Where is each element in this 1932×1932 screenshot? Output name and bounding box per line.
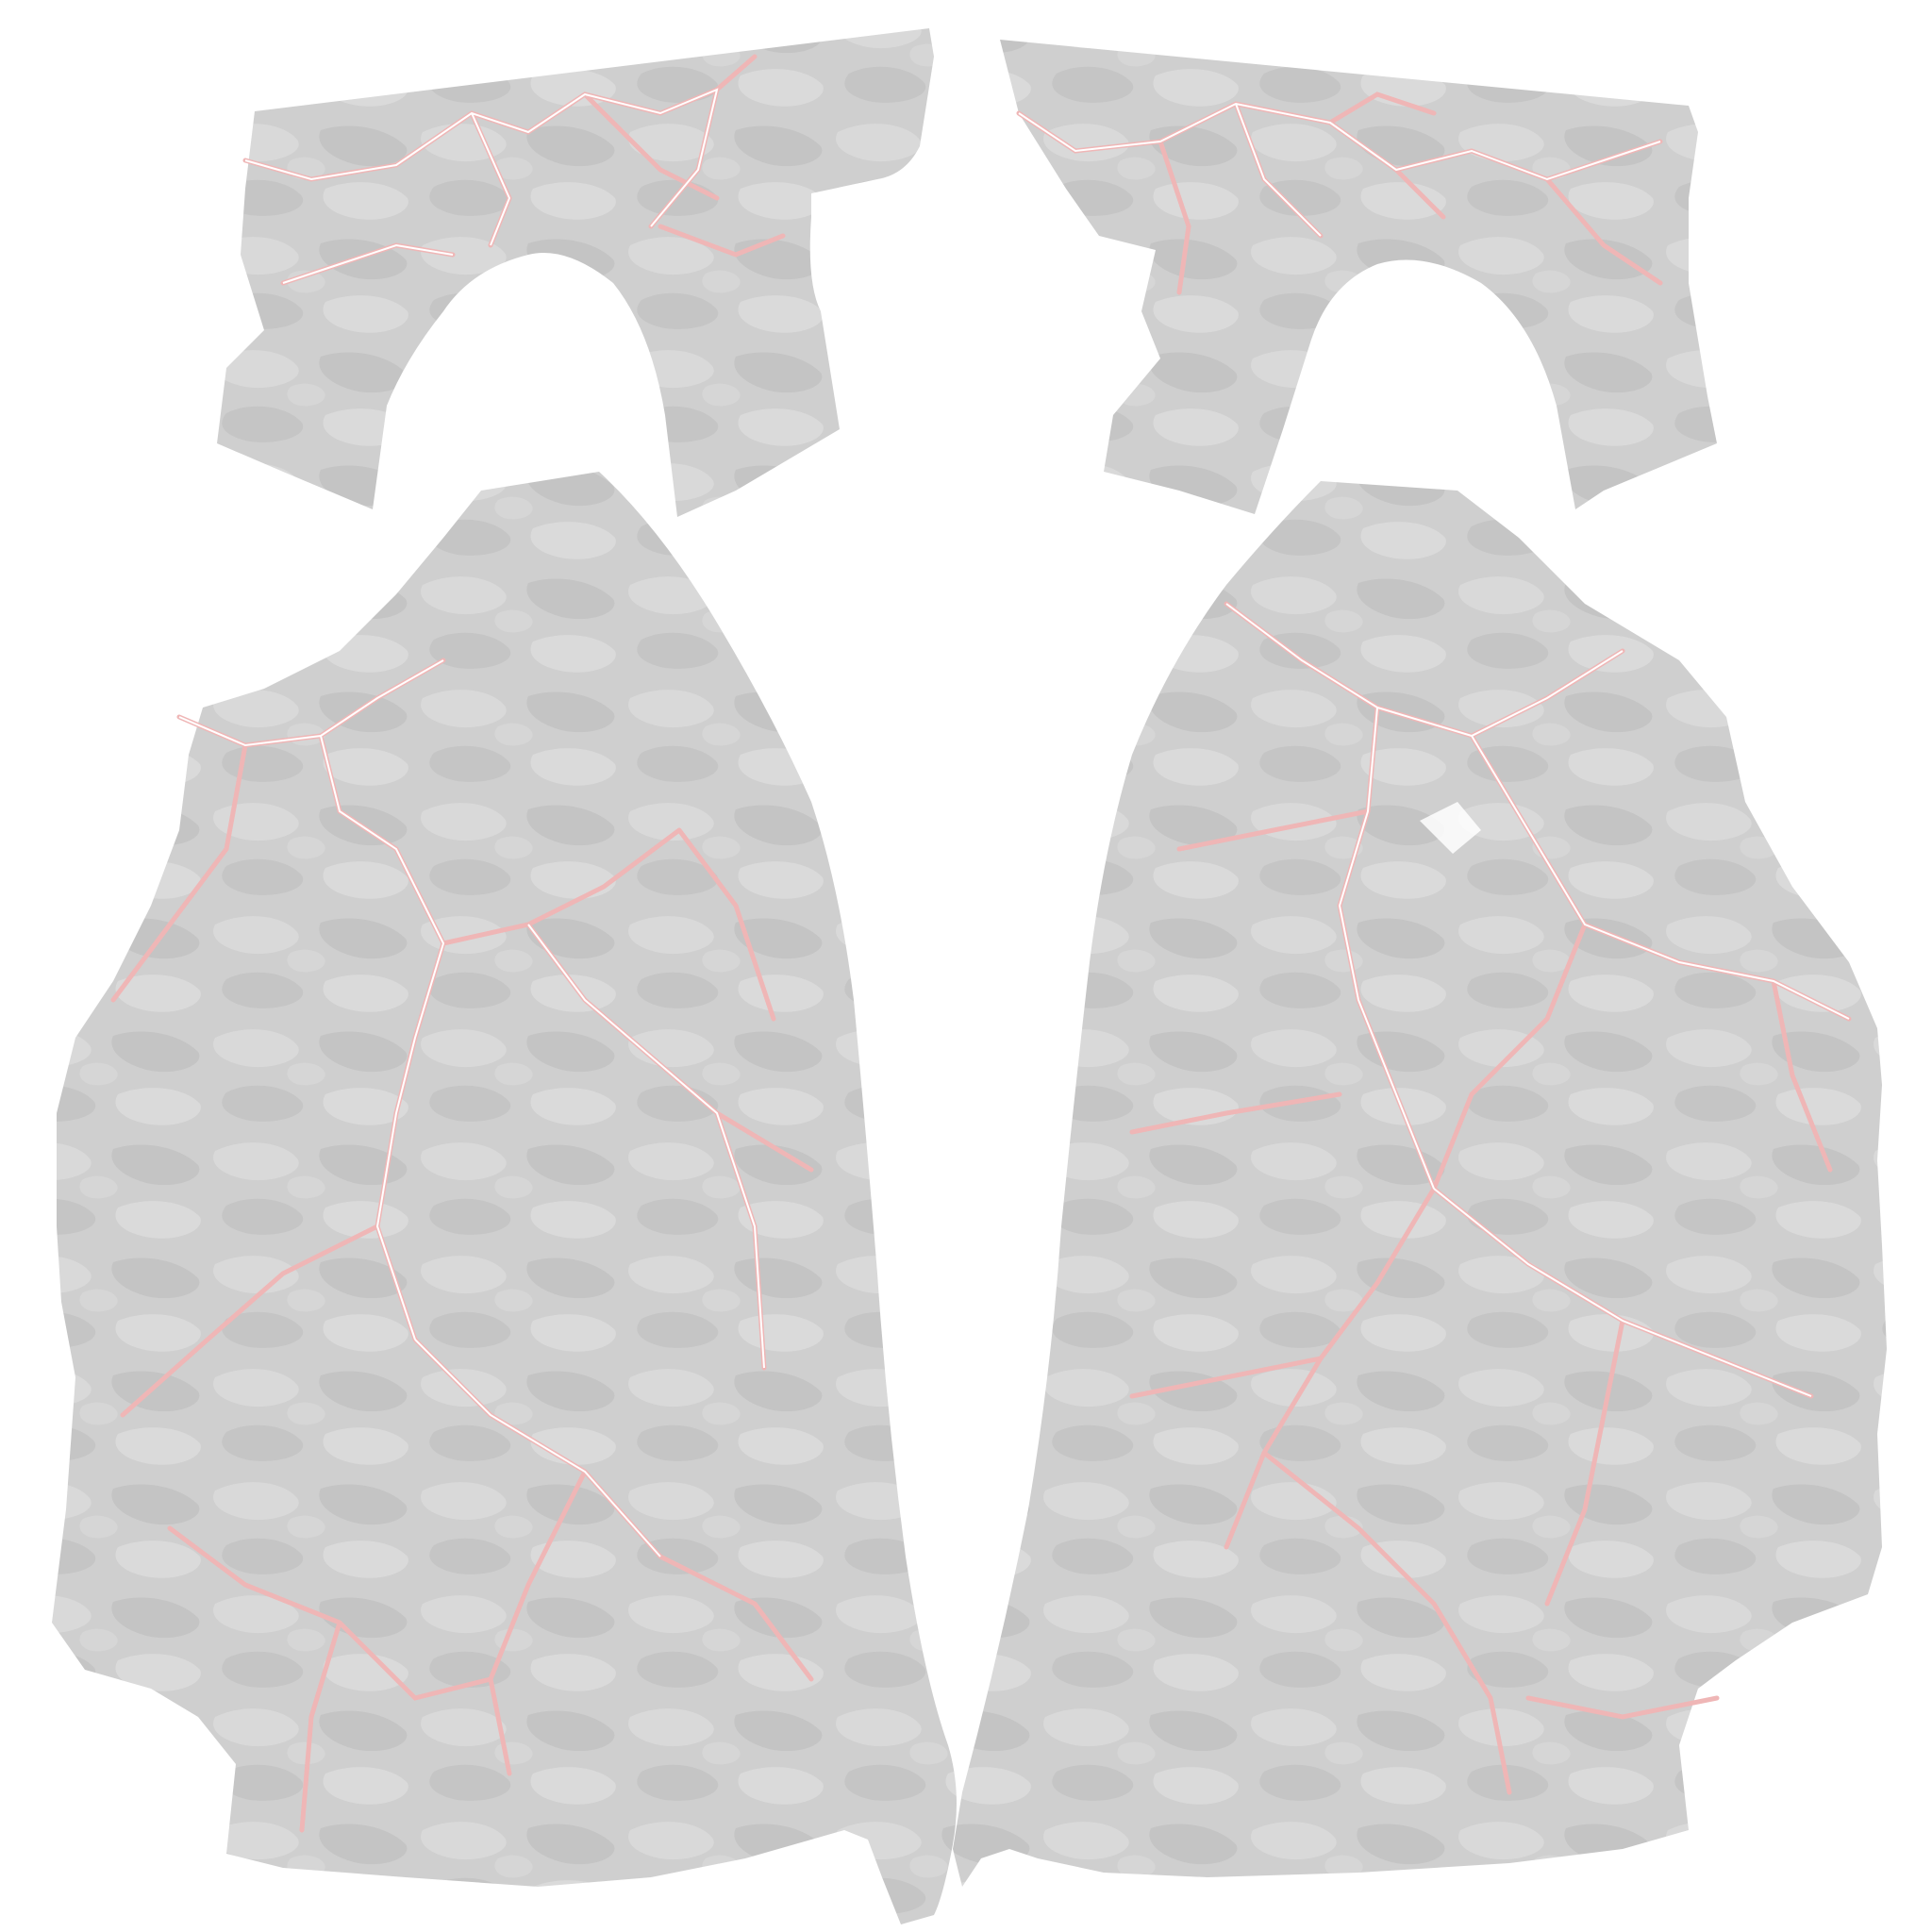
shell-shape: [52, 472, 957, 1924]
uv-shell-bottom-right: [953, 481, 1887, 1887]
uv-shell-top-right: [1000, 40, 1717, 514]
crack-highlights: [244, 88, 719, 284]
uv-shell-bottom-left: [52, 472, 957, 1924]
crack-highlights: [1018, 102, 1661, 237]
crack-highlights: [178, 659, 765, 1557]
bright-crack-accent: [1420, 802, 1481, 854]
shell-shape: [953, 481, 1887, 1887]
crack-highlights: [1225, 603, 1850, 1397]
shell-shape: [217, 28, 934, 517]
uv-shell-top-left: [217, 28, 934, 517]
shell-shape: [1000, 40, 1717, 514]
